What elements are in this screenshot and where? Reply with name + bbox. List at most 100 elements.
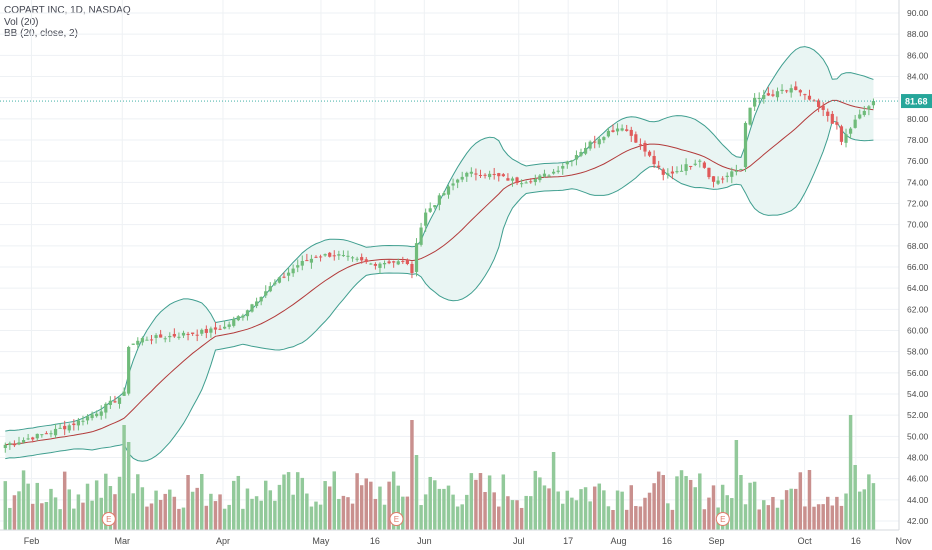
y-tick-label: 68.00 xyxy=(907,241,929,251)
volume-bar xyxy=(446,485,451,530)
y-tick-label: 72.00 xyxy=(907,199,929,209)
candle-body xyxy=(611,130,615,132)
candle-body xyxy=(771,94,775,96)
volume-bar xyxy=(826,496,830,530)
candle-body xyxy=(346,255,350,257)
volume-bar xyxy=(739,475,743,530)
candle-body xyxy=(241,315,245,318)
candle-body xyxy=(730,171,734,177)
candle-body xyxy=(451,183,455,186)
candle-body xyxy=(762,94,766,99)
x-tick-label: 17 xyxy=(563,536,573,546)
volume-bar xyxy=(602,490,606,530)
candle-body xyxy=(172,333,176,337)
y-tick-label: 84.00 xyxy=(907,72,929,82)
volume-bar xyxy=(76,494,81,530)
y-tick-label: 78.00 xyxy=(907,135,929,145)
candle-body xyxy=(200,329,204,334)
candle-body xyxy=(501,174,505,177)
candle-body xyxy=(515,177,519,184)
candle-body xyxy=(273,282,277,285)
candle-body xyxy=(218,328,222,330)
candle-body xyxy=(419,227,423,245)
candle-body xyxy=(844,134,848,143)
candle-body xyxy=(387,261,391,264)
x-tick-label: Sep xyxy=(708,536,724,546)
candle-body xyxy=(588,141,592,149)
candle-body xyxy=(711,176,716,182)
candle-body xyxy=(707,167,711,178)
y-tick-label: 90.00 xyxy=(907,8,929,18)
x-tick-label: Feb xyxy=(24,536,40,546)
candle-body xyxy=(437,195,441,205)
volume-bar xyxy=(666,503,670,530)
candle-body xyxy=(574,155,579,160)
volume-bar xyxy=(551,452,556,530)
volume-bar xyxy=(204,505,209,530)
symbol-title: COPART INC, 1D, NASDAQ xyxy=(4,5,131,16)
y-tick-label: 66.00 xyxy=(907,262,929,272)
candle-body xyxy=(236,316,240,321)
volume-bar xyxy=(574,500,579,530)
candle-body xyxy=(670,171,674,174)
volume-bar xyxy=(108,486,113,530)
x-tick-label: Oct xyxy=(798,536,813,546)
candle-body xyxy=(72,423,76,426)
candle-body xyxy=(296,265,300,268)
y-tick-label: 42.00 xyxy=(907,516,929,526)
candle-body xyxy=(858,114,862,119)
y-tick-label: 46.00 xyxy=(907,474,929,484)
volume-bar xyxy=(81,502,85,530)
x-tick-label: 16 xyxy=(851,536,861,546)
volume-bar xyxy=(259,500,263,530)
volume-bar xyxy=(222,508,227,530)
volume-bar xyxy=(433,480,437,530)
candle-body xyxy=(337,254,341,256)
volume-bar xyxy=(579,489,583,530)
y-tick-label: 48.00 xyxy=(907,453,929,463)
volume-bar xyxy=(359,485,364,530)
candle-body xyxy=(597,139,601,145)
volume-bar xyxy=(154,490,158,530)
volume-bar xyxy=(524,495,528,530)
candle-body xyxy=(245,310,250,317)
candle-body xyxy=(145,339,149,341)
volume-bar xyxy=(172,496,177,530)
candle-body xyxy=(593,141,597,143)
candle-body xyxy=(661,169,665,175)
volume-bar xyxy=(140,487,145,530)
candle-body xyxy=(520,183,524,185)
candle-body xyxy=(282,276,286,278)
candle-body xyxy=(524,182,528,184)
volume-bar xyxy=(396,485,400,530)
candle-body xyxy=(140,338,144,343)
candle-body xyxy=(186,333,190,335)
candle-body xyxy=(789,88,793,93)
candle-body xyxy=(817,100,821,108)
volume-bar xyxy=(510,500,515,530)
candle-body xyxy=(364,259,368,263)
volume-bar xyxy=(794,488,798,530)
volume-bar xyxy=(26,483,30,530)
candle-body xyxy=(12,444,17,446)
volume-bar xyxy=(707,497,711,530)
candle-body xyxy=(803,94,807,96)
candle-body xyxy=(350,257,355,259)
volume-bar xyxy=(588,501,592,530)
candle-body xyxy=(63,425,67,430)
volume-bar xyxy=(812,506,816,530)
candle-body xyxy=(579,152,583,156)
candle-body xyxy=(826,111,830,116)
candle-body xyxy=(510,178,515,181)
volume-bar xyxy=(629,485,634,530)
volume-bar xyxy=(816,504,821,530)
volume-bar xyxy=(21,470,26,530)
candle-body xyxy=(127,346,131,394)
volume-bar xyxy=(414,455,419,530)
volume-bar xyxy=(195,487,199,530)
volume-bar xyxy=(762,500,766,530)
volume-bar xyxy=(44,501,49,530)
candle-body xyxy=(85,416,90,421)
y-tick-label: 58.00 xyxy=(907,347,929,357)
